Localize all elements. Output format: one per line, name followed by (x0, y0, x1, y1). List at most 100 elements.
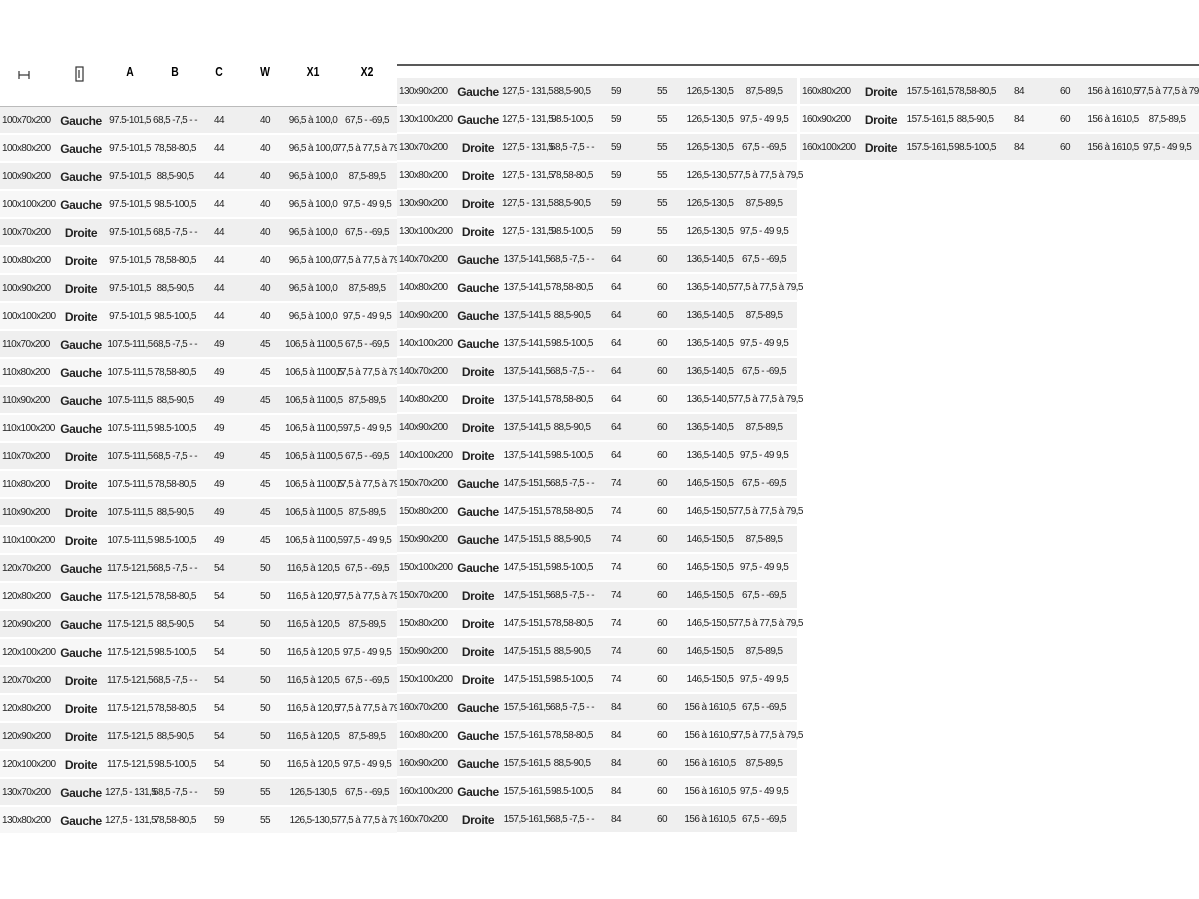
table-row (397, 134, 797, 162)
value-cell: 126,5-130,5 (686, 142, 734, 153)
value-cell: 68,5 -7,5 - - (550, 814, 594, 825)
value-cell: 74 (611, 618, 622, 629)
size-cell: 150x70x200 (399, 478, 448, 489)
value-cell: 116,5 à 120,5 (286, 591, 340, 602)
column-header: X1 (306, 64, 320, 79)
value-cell: 78,58-80,5 (154, 255, 196, 266)
value-cell: 96,5 à 100,0 (288, 255, 338, 266)
value-cell: 88,5-90,5 (156, 283, 194, 294)
value-cell: 127,5 - 131,5 (502, 114, 554, 125)
size-cell: 110x90x200 (2, 395, 50, 406)
value-cell: 77,5 à 77,5 à 79,5 (336, 815, 406, 826)
value-cell: 55 (657, 114, 668, 125)
value-cell: 40 (260, 171, 271, 182)
value-cell: 98.5-100,5 (551, 114, 593, 125)
table-row (0, 779, 397, 807)
value-cell: 87,5-89,5 (745, 310, 783, 321)
value-cell: 54 (214, 703, 225, 714)
value-cell: 78,58-80,5 (551, 506, 593, 517)
value-cell: 67,5 - -69,5 (345, 787, 390, 798)
size-cell: 130x70x200 (399, 142, 448, 153)
value-cell: 157.5-161,5 (906, 86, 954, 97)
value-cell: 156 à 1610,5 (1087, 142, 1139, 153)
value-cell: 67,5 - -69,5 (345, 675, 390, 686)
value-cell: 50 (260, 731, 271, 742)
value-cell: 64 (611, 338, 622, 349)
value-cell: 137,5-141,5 (503, 254, 551, 265)
value-cell: 97,5 - 49 9,5 (342, 311, 392, 322)
size-cell: 160x70x200 (399, 814, 448, 825)
value-cell: 44 (214, 227, 225, 238)
value-cell: 55 (260, 787, 271, 798)
value-cell: 107.5-111,5 (107, 451, 153, 462)
value-cell: 116,5 à 120,5 (286, 759, 340, 770)
value-cell: 97,5 - 49 9,5 (342, 535, 392, 546)
value-cell: 77,5 à 77,5 à 79,5 (733, 170, 803, 181)
value-cell: 84 (1014, 114, 1025, 125)
value-cell: 60 (657, 646, 668, 657)
value-cell: 59 (214, 787, 225, 798)
value-cell: 40 (260, 143, 271, 154)
value-cell: 77,5 à 77,5 à 79,5 (733, 394, 803, 405)
table-row (0, 275, 397, 303)
value-cell: 157,5-161,5 (503, 786, 551, 797)
value-cell: 96,5 à 100,0 (288, 115, 338, 126)
value-cell: 88,5-90,5 (156, 395, 194, 406)
size-cell: 100x90x200 (2, 283, 51, 294)
value-cell: 88,5-90,5 (156, 171, 194, 182)
side-cell: Droite (64, 450, 98, 464)
table-row (397, 218, 797, 246)
table-row (397, 498, 797, 526)
value-cell: 127,5 - 131,5 (502, 170, 554, 181)
value-cell: 87,5-89,5 (348, 171, 386, 182)
side-cell: Droite (64, 758, 98, 772)
value-cell: 97.5-101,5 (109, 143, 151, 154)
table-row (0, 443, 397, 471)
value-cell: 107.5-111,5 (107, 339, 153, 350)
value-cell: 127,5 - 131,5 (502, 86, 554, 97)
value-cell: 60 (657, 730, 668, 741)
value-cell: 60 (1060, 142, 1071, 153)
value-cell: 147,5-151,5 (503, 590, 551, 601)
size-cell: 100x100x200 (2, 311, 56, 322)
value-cell: 68,5 -7,5 - - (550, 590, 594, 601)
value-cell: 84 (611, 786, 622, 797)
value-cell: 87,5-89,5 (745, 534, 783, 545)
value-cell: 137,5-141,5 (503, 366, 551, 377)
side-cell: Gauche (457, 253, 499, 267)
value-cell: 136,5-140,5 (686, 422, 734, 433)
value-cell: 96,5 à 100,0 (288, 199, 338, 210)
value-cell: 97,5 - 49 9,5 (739, 338, 789, 349)
value-cell: 87,5-89,5 (348, 507, 386, 518)
value-cell: 147,5-151,5 (503, 646, 551, 657)
value-cell: 67,5 - -69,5 (345, 115, 390, 126)
value-cell: 60 (657, 310, 668, 321)
value-cell: 78,58-80,5 (954, 86, 996, 97)
value-cell: 68,5 -7,5 - - (153, 115, 197, 126)
side-cell: Gauche (457, 757, 499, 771)
value-cell: 74 (611, 506, 622, 517)
value-cell: 88,5-90,5 (156, 507, 194, 518)
value-cell: 45 (260, 423, 271, 434)
side-cell: Gauche (60, 114, 102, 128)
value-cell: 68,5 -7,5 - - (153, 339, 197, 350)
value-cell: 88,5-90,5 (553, 310, 591, 321)
size-cell: 110x70x200 (2, 451, 50, 462)
value-cell: 50 (260, 675, 271, 686)
value-cell: 147,5-151,5 (503, 478, 551, 489)
value-cell: 88,5-90,5 (553, 758, 591, 769)
table-row (397, 806, 797, 834)
table-row (397, 442, 797, 470)
value-cell: 64 (611, 366, 622, 377)
value-cell: 67,5 - -69,5 (742, 702, 787, 713)
value-cell: 156 à 1610,5 (684, 786, 736, 797)
value-cell: 68,5 -7,5 - - (153, 563, 197, 574)
value-cell: 77,5 à 77,5 à 79,5 (336, 703, 406, 714)
value-cell: 97,5 - 49 9,5 (342, 199, 392, 210)
side-cell: Gauche (457, 477, 499, 491)
value-cell: 49 (214, 339, 225, 350)
value-cell: 45 (260, 367, 271, 378)
size-cell: 120x100x200 (2, 647, 56, 658)
size-cell: 110x80x200 (2, 479, 50, 490)
value-cell: 84 (611, 814, 622, 825)
